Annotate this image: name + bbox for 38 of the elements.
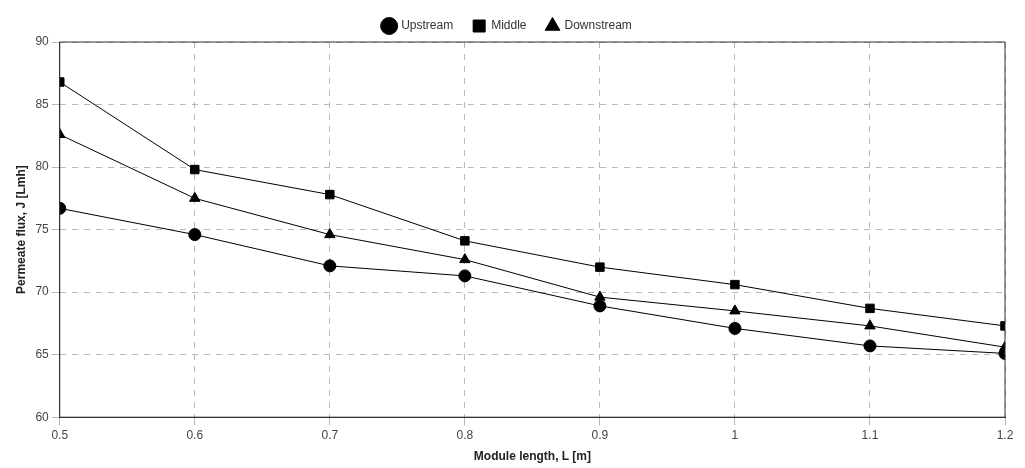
y-axis-title: Permeate flux, J [Lmh] <box>13 165 28 294</box>
point <box>190 164 200 175</box>
point <box>593 299 607 313</box>
point <box>189 191 201 202</box>
point <box>324 228 336 239</box>
y-tick-label: 75 <box>35 221 50 236</box>
x-tick-label: 0.6 <box>186 427 204 442</box>
point <box>323 259 337 273</box>
legend-label: Downstream <box>564 18 632 33</box>
y-tick-label: 60 <box>35 409 50 424</box>
y-tick-label: 80 <box>35 159 50 174</box>
point <box>595 262 605 272</box>
point <box>865 303 875 314</box>
point <box>460 236 470 246</box>
x-tick-label: 1.1 <box>861 427 879 442</box>
y-tick-label: 65 <box>35 346 50 361</box>
x-tick-label: 1.2 <box>996 427 1014 442</box>
x-tick-label: 0.9 <box>591 427 609 442</box>
x-axis-title: Module length, L [m] <box>473 449 591 464</box>
point <box>458 269 472 283</box>
point <box>459 253 471 264</box>
y-tick-label: 90 <box>35 34 50 49</box>
x-tick-label: 0.5 <box>51 427 69 442</box>
legend-label: Middle <box>491 18 527 33</box>
point <box>729 304 741 315</box>
point <box>863 339 877 353</box>
point <box>594 290 606 301</box>
point <box>864 319 876 330</box>
y-tick-label: 85 <box>35 96 50 111</box>
point <box>188 228 202 242</box>
x-tick-label: 0.7 <box>321 427 339 442</box>
legend-label: Upstream <box>401 18 454 33</box>
point <box>730 279 740 290</box>
x-tick-label: 0.8 <box>456 427 474 442</box>
y-tick-label: 70 <box>35 284 50 299</box>
x-tick-label: 1 <box>731 427 739 442</box>
point <box>325 189 335 200</box>
point <box>728 321 742 335</box>
